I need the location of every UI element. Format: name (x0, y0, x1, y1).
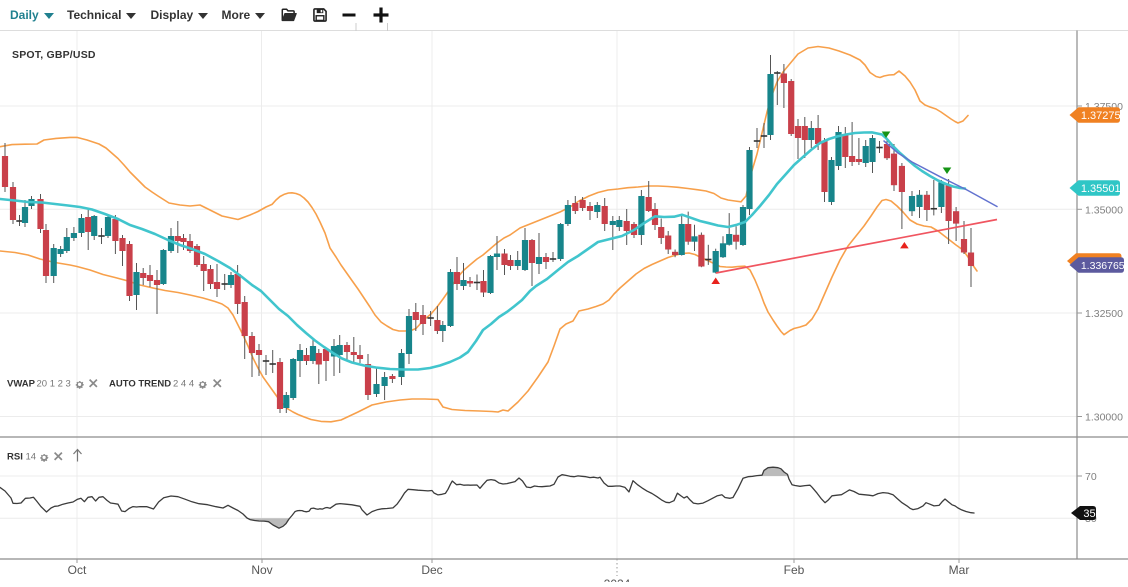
svg-text:1.336765: 1.336765 (1081, 260, 1125, 272)
svg-text:RSI: RSI (7, 452, 23, 463)
svg-text:Feb: Feb (784, 563, 805, 577)
svg-text:AUTO TREND: AUTO TREND (109, 379, 171, 390)
svg-text:Mar: Mar (949, 563, 970, 577)
svg-text:Oct: Oct (68, 563, 87, 577)
svg-text:2 4 4: 2 4 4 (173, 379, 194, 390)
svg-text:SPOT, GBP/USD: SPOT, GBP/USD (12, 49, 96, 61)
svg-text:20 1 2 3: 20 1 2 3 (37, 379, 71, 390)
svg-text:VWAP: VWAP (7, 379, 36, 390)
svg-text:14: 14 (26, 452, 37, 463)
svg-text:Nov: Nov (251, 563, 272, 577)
svg-text:1.35000: 1.35000 (1085, 204, 1123, 216)
svg-text:35: 35 (1083, 508, 1095, 520)
svg-text:2024: 2024 (604, 577, 631, 582)
svg-text:1.37275: 1.37275 (1081, 110, 1121, 122)
svg-text:1.32500: 1.32500 (1085, 308, 1123, 320)
svg-text:1.35501: 1.35501 (1081, 183, 1121, 195)
svg-text:Dec: Dec (421, 563, 442, 577)
svg-text:1.30000: 1.30000 (1085, 412, 1123, 424)
svg-text:70: 70 (1085, 471, 1097, 483)
